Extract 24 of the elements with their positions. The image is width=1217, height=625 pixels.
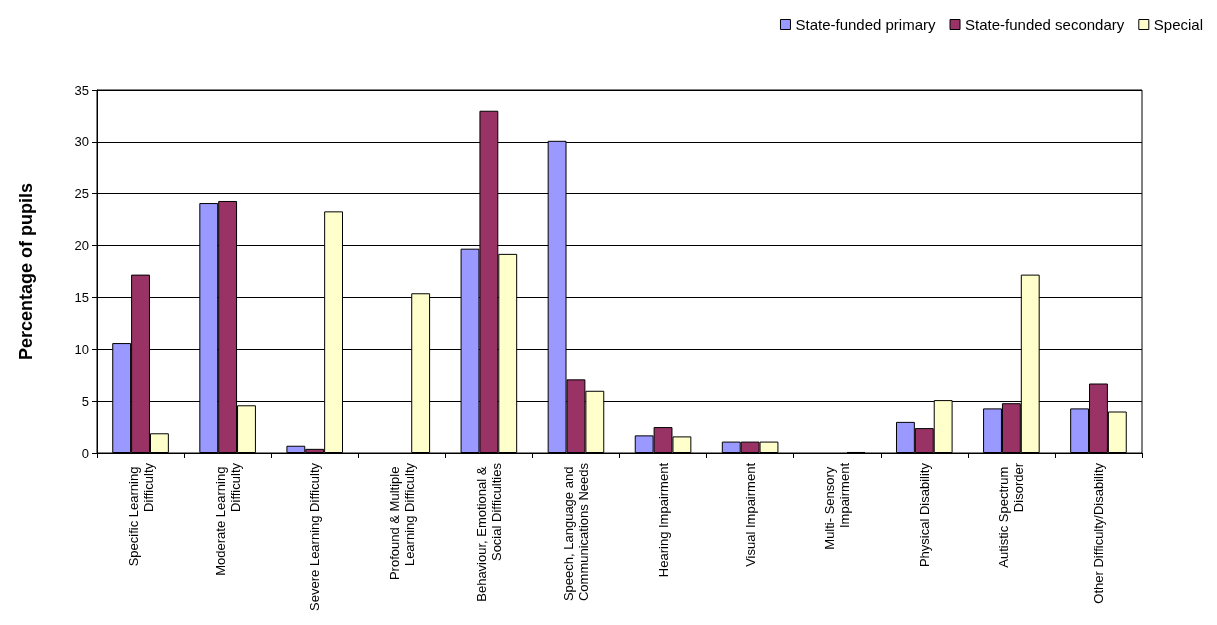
x-tick-label: Hearing Impairment	[655, 462, 671, 578]
y-tick-label: 15	[74, 289, 89, 305]
x-tick-label: Specific Learning Difficulty	[125, 462, 156, 567]
y-axis-title: Percentage of pupils	[16, 182, 36, 361]
x-tick-label: Multi- Sensory Impairment	[822, 462, 853, 550]
x-tick-label: Autistic Spectrum Disorder	[996, 462, 1027, 568]
y-tick-label: 25	[74, 186, 89, 202]
legend-label: State-funded secondary	[965, 16, 1125, 33]
x-tick-label: Speech, Language and Communications Needs	[560, 462, 591, 602]
y-tick-label: 0	[81, 445, 89, 461]
y-tick-label: 30	[74, 134, 89, 150]
x-tick-label: Behaviour, Emotional & Social Difficulties	[473, 462, 504, 602]
legend-label: State-funded primary	[795, 16, 937, 33]
y-tick-label: 35	[74, 82, 89, 98]
x-tick-label: Severe Learning Difficulty	[307, 462, 323, 611]
x-tick-label: Profound & Multiple Learning Difficulty	[386, 462, 417, 581]
x-tick-label: Physical Disability	[916, 462, 932, 568]
x-tick-label: Other Difficulty/Disability	[1090, 462, 1106, 604]
y-tick-label: 20	[74, 238, 89, 254]
y-tick-label: 5	[81, 393, 89, 409]
x-tick-label: Moderate Learning Difficulty	[212, 462, 243, 576]
legend-label: Special	[1153, 16, 1204, 33]
y-tick-label: 10	[74, 341, 89, 357]
x-tick-label: Visual Impairment	[742, 462, 758, 567]
